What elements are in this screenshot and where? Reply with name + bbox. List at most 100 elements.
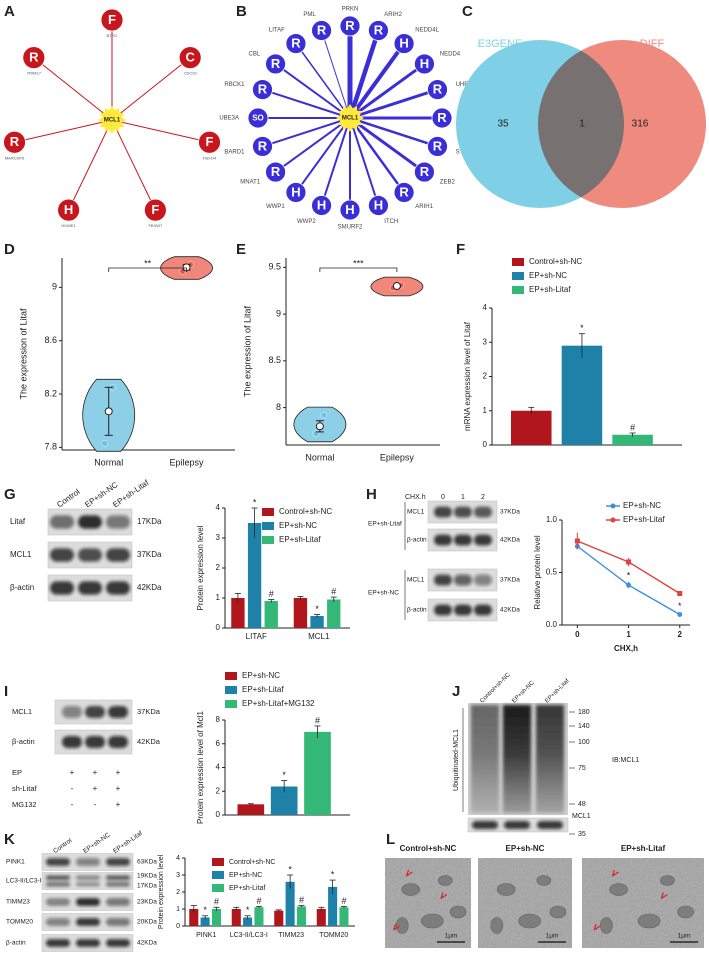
panel-letter: A	[4, 3, 15, 20]
x-tick-label: Normal	[94, 457, 123, 467]
blot-band	[474, 604, 492, 616]
size-label: 17KDa	[137, 883, 157, 890]
node-symbol: H	[317, 197, 326, 212]
y-tick-label: 8	[216, 715, 221, 724]
bar	[328, 886, 338, 926]
significance: #	[341, 896, 346, 906]
lane-label: EP+sh-Litaf	[112, 830, 144, 855]
bar	[304, 731, 331, 815]
blot-band	[62, 706, 82, 718]
legend-swatch	[512, 286, 524, 294]
y-tick-label: 3	[176, 872, 180, 879]
blot-band	[46, 918, 70, 926]
blot-band	[62, 736, 82, 748]
blot-band	[474, 506, 492, 518]
blot-band	[78, 515, 102, 529]
arrow	[393, 923, 400, 931]
ib-label: IB:MCL1	[612, 757, 639, 764]
significance: *	[288, 864, 292, 874]
bar	[211, 909, 221, 926]
mitochondrion	[609, 883, 628, 896]
panel-letter: B	[236, 3, 247, 20]
center-label: MCL1	[342, 116, 359, 122]
ubiquitin-smear	[536, 705, 564, 813]
x-tick-label: MCL1	[308, 632, 330, 641]
mitochondrion	[677, 905, 695, 919]
bar	[296, 906, 306, 926]
node	[178, 46, 202, 70]
panel-letter: G	[4, 486, 16, 503]
node-label: BTRC	[107, 33, 118, 38]
legend-label: EP+sh-NC	[279, 521, 317, 530]
data-point	[101, 440, 108, 447]
node-symbol: R	[420, 164, 430, 179]
size-label: 37KDa	[500, 509, 520, 516]
node-symbol: R	[271, 164, 281, 179]
data-point	[677, 591, 683, 596]
venn-label: DIFF	[640, 38, 665, 50]
mitochondrion	[549, 905, 567, 919]
node-symbol: R	[258, 82, 268, 97]
significance: *	[331, 869, 335, 879]
node	[285, 182, 307, 203]
node-symbol: R	[433, 82, 443, 97]
y-tick-label: 8.6	[44, 335, 57, 345]
network-edge	[320, 117, 351, 206]
row-label: β-actin	[407, 607, 427, 614]
y-axis-label: Protein expression level	[196, 525, 205, 610]
y-tick-label: 2	[216, 786, 221, 795]
center-node	[336, 104, 364, 132]
size-label: 17KDa	[137, 517, 162, 526]
marker-label: 100	[578, 739, 590, 746]
mitochondrion	[536, 875, 552, 886]
size-label: 42KDa	[500, 607, 520, 614]
node-label: BARD1	[224, 149, 245, 155]
blot-band	[76, 875, 100, 880]
size-label: 63KDa	[137, 859, 157, 866]
blot-band	[454, 574, 472, 586]
scale-label: 1μm	[445, 933, 458, 940]
panel-letter: D	[4, 241, 15, 258]
node-symbol: R	[437, 110, 447, 125]
significance: *	[253, 497, 257, 507]
data-point	[626, 582, 632, 588]
lane-label: 2	[481, 494, 485, 501]
condition-mark: +	[116, 800, 121, 809]
node-symbol: H	[399, 36, 408, 51]
network-edge	[349, 88, 438, 120]
blot-band	[106, 581, 130, 595]
condition-mark: +	[116, 768, 121, 777]
significance: *	[678, 601, 682, 611]
bar	[247, 523, 262, 628]
lane-label: Control+sh-NC	[479, 672, 512, 705]
node-symbol: R	[258, 138, 268, 153]
bar	[511, 410, 552, 445]
y-axis-label: Protein expression level	[158, 854, 165, 929]
row-label: MCL1	[407, 577, 425, 584]
network-edge	[111, 119, 210, 143]
significance: #	[299, 895, 304, 905]
network-edge	[295, 117, 351, 194]
legend-swatch	[610, 517, 616, 523]
legend-swatch	[262, 536, 274, 544]
lane-label: 1	[461, 494, 465, 501]
row-label: LC3-II/LC3-I	[6, 878, 42, 885]
blot-band	[50, 515, 74, 529]
data-point	[320, 411, 328, 419]
y-axis-label: mRNA expression level of Litaf	[463, 321, 472, 431]
bar	[231, 598, 245, 628]
node-symbol: H	[420, 56, 429, 71]
node-symbol: H	[291, 184, 300, 199]
node	[143, 198, 167, 222]
row-label: MCL1	[407, 509, 425, 516]
lane-label: EP+sh-NC	[511, 680, 536, 705]
row-label: β-actin	[407, 537, 427, 544]
node-symbol: SO	[252, 114, 264, 123]
mean-marker	[315, 422, 324, 431]
y-tick-label: 4	[176, 855, 180, 862]
x-axis-label: CHX,h	[614, 644, 638, 653]
legend-swatch	[212, 884, 224, 892]
network-edge	[111, 119, 156, 211]
legend-swatch	[262, 508, 274, 516]
network-edge	[14, 119, 113, 143]
